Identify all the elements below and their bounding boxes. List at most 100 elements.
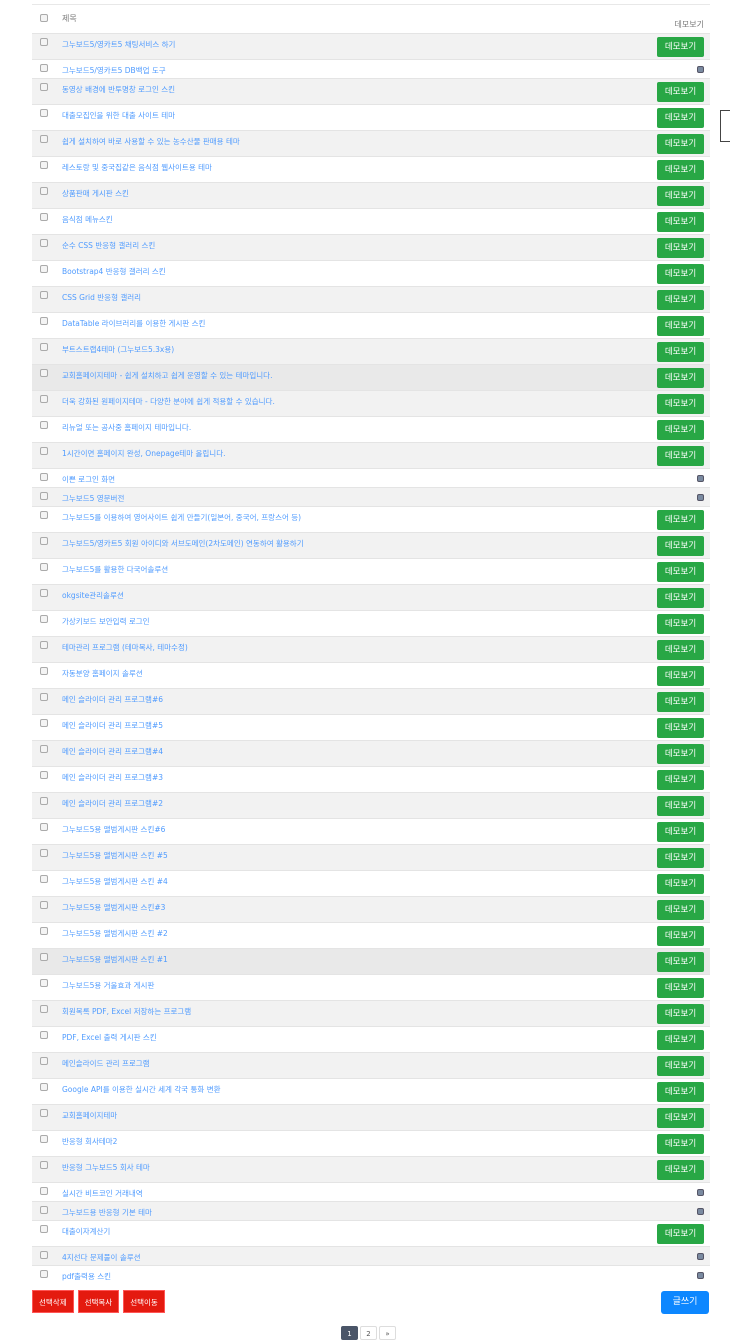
demo-button[interactable]: 데모보기 bbox=[657, 1107, 704, 1128]
demo-button[interactable]: 데모보기 bbox=[657, 1133, 704, 1154]
page-1-button[interactable]: 1 bbox=[341, 1326, 358, 1340]
demo-button[interactable]: 데모보기 bbox=[657, 211, 704, 232]
demo-button[interactable]: 데모보기 bbox=[657, 107, 704, 128]
demo-button[interactable]: 데모보기 bbox=[657, 289, 704, 310]
row-checkbox[interactable] bbox=[40, 290, 48, 299]
next-page-button[interactable]: » bbox=[379, 1326, 396, 1340]
row-checkbox[interactable] bbox=[40, 1030, 48, 1039]
row-checkbox[interactable] bbox=[40, 1269, 48, 1278]
demo-button[interactable]: 데모보기 bbox=[657, 691, 704, 712]
post-title-link[interactable]: 메인 슬라이더 관리 프로그램#6 bbox=[62, 694, 164, 704]
post-title-link[interactable]: 반응형 그누보드5 회사 테마 bbox=[62, 1162, 150, 1172]
row-checkbox[interactable] bbox=[40, 37, 48, 46]
post-title-link[interactable]: 그누보드5/영카트5 채팅서비스 하기 bbox=[62, 39, 176, 49]
demo-button[interactable]: 데모보기 bbox=[657, 263, 704, 284]
row-checkbox[interactable] bbox=[40, 744, 48, 753]
row-checkbox[interactable] bbox=[40, 316, 48, 325]
row-checkbox[interactable] bbox=[40, 848, 48, 857]
row-checkbox[interactable] bbox=[40, 368, 48, 377]
post-title-link[interactable]: 음식점 메뉴스킨 bbox=[62, 214, 113, 224]
post-title-link[interactable]: 대출이자계산기 bbox=[62, 1226, 111, 1236]
row-checkbox[interactable] bbox=[40, 692, 48, 701]
post-title-link[interactable]: CSS Grid 반응형 갤러리 bbox=[62, 292, 142, 302]
row-checkbox[interactable] bbox=[40, 796, 48, 805]
post-title-link[interactable]: okgsite관리솔루션 bbox=[62, 590, 124, 600]
row-checkbox[interactable] bbox=[40, 822, 48, 831]
row-checkbox[interactable] bbox=[40, 394, 48, 403]
post-title-link[interactable]: 가상키보드 보안입력 로그인 bbox=[62, 616, 150, 626]
demo-button[interactable]: 데모보기 bbox=[657, 445, 704, 466]
row-checkbox[interactable] bbox=[40, 1186, 48, 1195]
row-checkbox[interactable] bbox=[40, 134, 48, 143]
post-title-link[interactable]: 레스토랑 및 중국집같은 음식점 웹사이트용 테마 bbox=[62, 162, 212, 172]
demo-button[interactable]: 데모보기 bbox=[657, 951, 704, 972]
row-checkbox[interactable] bbox=[40, 770, 48, 779]
post-title-link[interactable]: 그누보드용 반응형 기본 테마 bbox=[62, 1207, 152, 1217]
row-checkbox[interactable] bbox=[40, 420, 48, 429]
demo-button[interactable]: 데모보기 bbox=[657, 795, 704, 816]
post-title-link[interactable]: 그누보드5용 앨범게시판 스킨#6 bbox=[62, 824, 166, 834]
row-checkbox[interactable] bbox=[40, 1160, 48, 1169]
demo-button[interactable]: 데모보기 bbox=[657, 393, 704, 414]
post-title-link[interactable]: 자동분양 홈페이지 솔루션 bbox=[62, 668, 143, 678]
row-checkbox[interactable] bbox=[40, 1224, 48, 1233]
post-title-link[interactable]: 그누보드5용 앨범게시판 스킨#3 bbox=[62, 902, 166, 912]
row-checkbox[interactable] bbox=[40, 588, 48, 597]
demo-button[interactable]: 데모보기 bbox=[657, 509, 704, 530]
row-checkbox[interactable] bbox=[40, 342, 48, 351]
post-title-link[interactable]: 1시간이면 홈페이지 완성, Onepage테마 올립니다. bbox=[62, 448, 226, 458]
demo-button[interactable]: 데모보기 bbox=[657, 1003, 704, 1024]
demo-button[interactable]: 데모보기 bbox=[657, 639, 704, 660]
post-title-link[interactable]: 그누보드5용 거울효과 게시판 bbox=[62, 980, 155, 990]
row-checkbox[interactable] bbox=[40, 718, 48, 727]
row-checkbox[interactable] bbox=[40, 952, 48, 961]
demo-button[interactable]: 데모보기 bbox=[657, 1055, 704, 1076]
row-checkbox[interactable] bbox=[40, 640, 48, 649]
post-title-link[interactable]: 그누보드5용 앨범게시판 스킨 #4 bbox=[62, 876, 168, 886]
row-checkbox[interactable] bbox=[40, 264, 48, 273]
post-title-link[interactable]: 그누보드5용 앨범게시판 스킨 #2 bbox=[62, 928, 168, 938]
post-title-link[interactable]: 교회홈페이지테마 - 쉽게 설치하고 쉽게 운영할 수 있는 테마입니다. bbox=[62, 370, 273, 380]
demo-button[interactable]: 데모보기 bbox=[657, 613, 704, 634]
move-selected-button[interactable]: 선택이동 bbox=[123, 1290, 165, 1313]
page-2-button[interactable]: 2 bbox=[360, 1326, 377, 1340]
select-all-checkbox[interactable] bbox=[40, 13, 48, 22]
post-title-link[interactable]: 교회홈페이지테마 bbox=[62, 1110, 118, 1120]
post-title-link[interactable]: 회원목록 PDF, Excel 저장하는 프로그램 bbox=[62, 1006, 192, 1016]
demo-button[interactable]: 데모보기 bbox=[657, 159, 704, 180]
row-checkbox[interactable] bbox=[40, 510, 48, 519]
demo-button[interactable]: 데모보기 bbox=[657, 743, 704, 764]
post-title-link[interactable]: pdf출력용 스킨 bbox=[62, 1271, 112, 1281]
row-checkbox[interactable] bbox=[40, 874, 48, 883]
post-title-link[interactable]: 그누보드5/영카트5 DB백업 도구 bbox=[62, 65, 166, 75]
row-checkbox[interactable] bbox=[40, 82, 48, 91]
demo-button[interactable]: 데모보기 bbox=[657, 717, 704, 738]
row-checkbox[interactable] bbox=[40, 1004, 48, 1013]
row-checkbox[interactable] bbox=[40, 1250, 48, 1259]
demo-button[interactable]: 데모보기 bbox=[657, 561, 704, 582]
demo-button[interactable]: 데모보기 bbox=[657, 1159, 704, 1180]
post-title-link[interactable]: 그누보드5를 이용하여 영어사이트 쉽게 만들기(일본어, 중국어, 프랑스어 … bbox=[62, 512, 302, 522]
post-title-link[interactable]: 메인 슬라이더 관리 프로그램#5 bbox=[62, 720, 164, 730]
row-checkbox[interactable] bbox=[40, 666, 48, 675]
post-title-link[interactable]: 4지선다 문제풀이 솔루션 bbox=[62, 1252, 141, 1262]
row-checkbox[interactable] bbox=[40, 562, 48, 571]
post-title-link[interactable]: PDF, Excel 출력 게시판 스킨 bbox=[62, 1032, 157, 1042]
delete-selected-button[interactable]: 선택삭제 bbox=[32, 1290, 74, 1313]
row-checkbox[interactable] bbox=[40, 446, 48, 455]
post-title-link[interactable]: 부트스트랩4테마 (그누보드5.3x용) bbox=[62, 344, 175, 354]
post-title-link[interactable]: 리뉴얼 또는 공사중 홈페이지 테마입니다. bbox=[62, 422, 192, 432]
row-checkbox[interactable] bbox=[40, 926, 48, 935]
demo-button[interactable]: 데모보기 bbox=[657, 535, 704, 556]
row-checkbox[interactable] bbox=[40, 978, 48, 987]
row-checkbox[interactable] bbox=[40, 1205, 48, 1214]
post-title-link[interactable]: 그누보드5 영문버전 bbox=[62, 493, 125, 503]
row-checkbox[interactable] bbox=[40, 160, 48, 169]
post-title-link[interactable]: 메인 슬라이더 관리 프로그램#4 bbox=[62, 746, 164, 756]
row-checkbox[interactable] bbox=[40, 1082, 48, 1091]
demo-button[interactable]: 데모보기 bbox=[657, 1223, 704, 1244]
row-checkbox[interactable] bbox=[40, 536, 48, 545]
demo-button[interactable]: 데모보기 bbox=[657, 81, 704, 102]
demo-button[interactable]: 데모보기 bbox=[657, 367, 704, 388]
row-checkbox[interactable] bbox=[40, 212, 48, 221]
